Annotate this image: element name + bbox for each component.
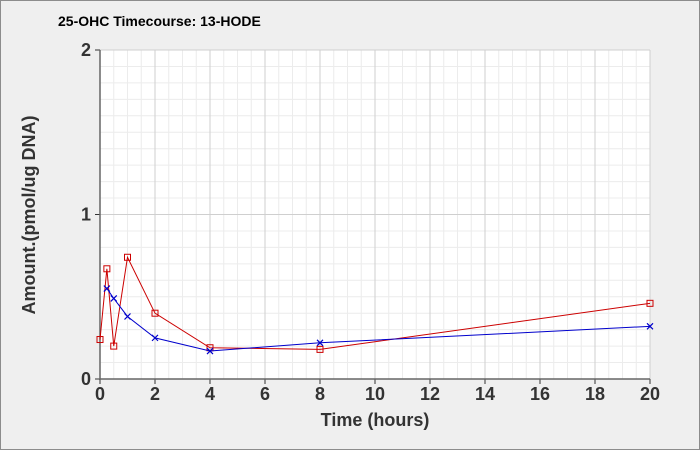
x-tick-label: 14: [475, 384, 495, 404]
x-tick-label: 2: [150, 384, 160, 404]
series-layer: [96, 253, 654, 355]
x-tick-label: 6: [260, 384, 270, 404]
y-tick-label: 0: [81, 369, 91, 389]
x-axis-label: Time (hours): [321, 410, 430, 430]
x-tick-label: 16: [530, 384, 550, 404]
series-2-point: [124, 313, 131, 320]
axes: [95, 49, 651, 384]
x-tick-label: 0: [95, 384, 105, 404]
series-1-point: [316, 345, 324, 353]
series-1-point: [646, 299, 654, 307]
x-tick-label: 12: [420, 384, 440, 404]
series-2-point: [110, 294, 118, 302]
x-tick-label: 20: [640, 384, 660, 404]
x-tick-label: 8: [315, 384, 325, 404]
x-tick-label: 10: [365, 384, 385, 404]
y-tick-label: 1: [81, 205, 91, 225]
series-2-point: [206, 347, 214, 355]
series-2-point: [103, 285, 111, 292]
y-tick-label: 2: [81, 40, 91, 60]
series-1-point: [96, 336, 104, 344]
series-1-line: [99, 255, 651, 350]
series-1-point: [124, 253, 131, 261]
series-1-point: [110, 342, 118, 350]
x-tick-label: 4: [205, 384, 215, 404]
series-2-point: [151, 334, 159, 342]
series-1-point: [151, 309, 159, 317]
x-tick-label: 18: [585, 384, 605, 404]
series-2-point: [646, 322, 654, 330]
chart-title: 25-OHC Timecourse: 13-HODE: [58, 13, 261, 29]
series-1-point: [103, 265, 111, 273]
series-2-point: [316, 339, 324, 347]
y-axis-label: Amount.(pmol/ug DNA): [19, 116, 39, 315]
